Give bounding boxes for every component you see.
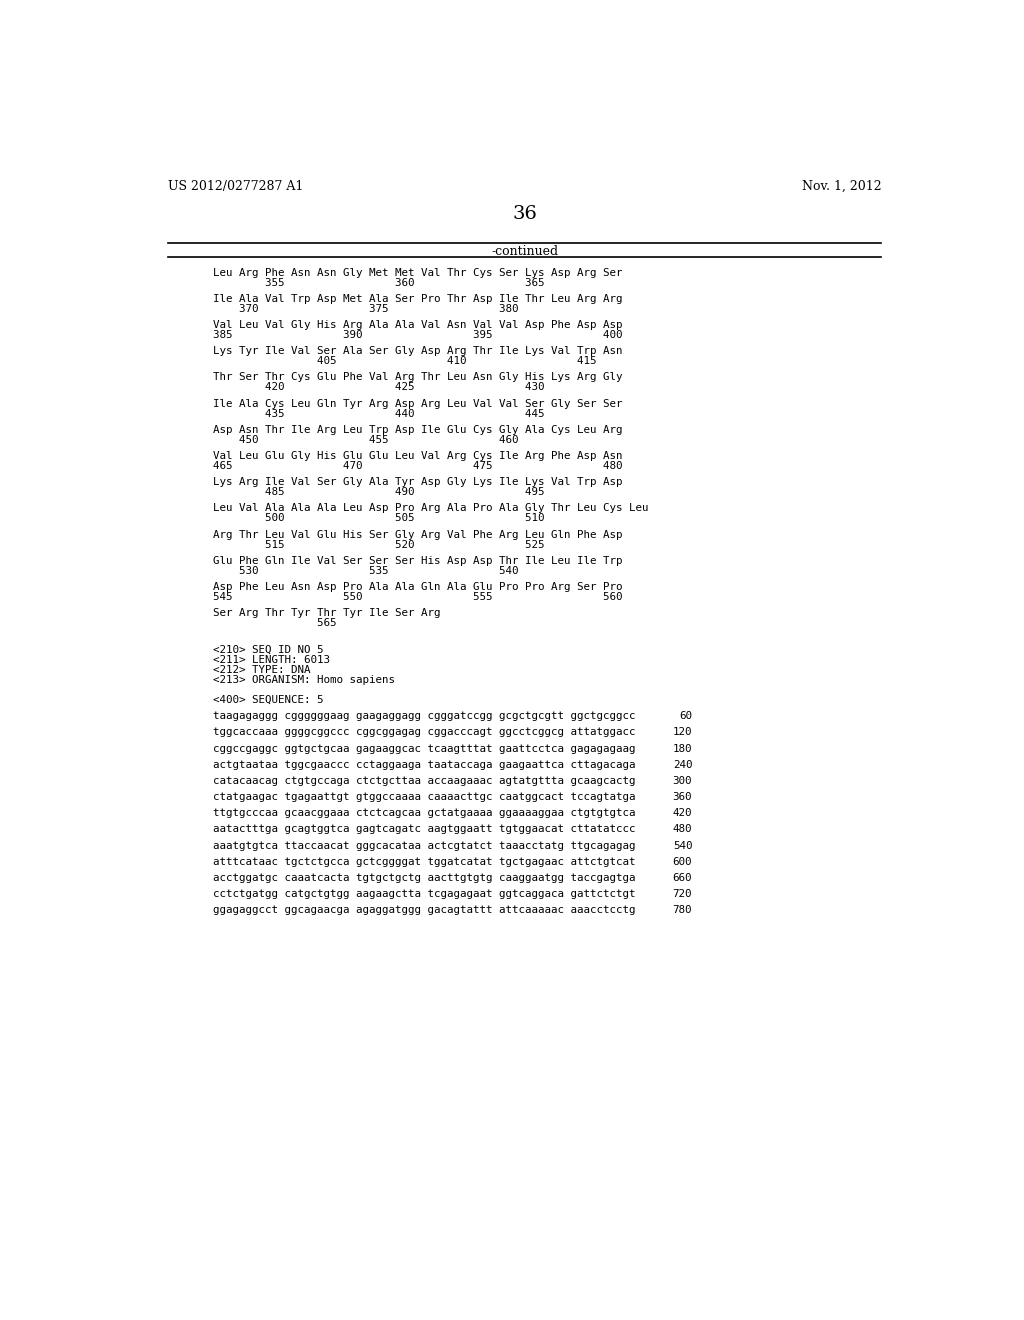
Text: 600: 600	[673, 857, 692, 867]
Text: 180: 180	[673, 743, 692, 754]
Text: Leu Val Ala Ala Ala Leu Asp Pro Arg Ala Pro Ala Gly Thr Leu Cys Leu: Leu Val Ala Ala Ala Leu Asp Pro Arg Ala …	[213, 503, 649, 513]
Text: taagagaggg cggggggaag gaagaggagg cgggatccgg gcgctgcgtt ggctgcggcc: taagagaggg cggggggaag gaagaggagg cgggatc…	[213, 711, 636, 721]
Text: Glu Phe Gln Ile Val Ser Ser Ser His Asp Asp Thr Ile Leu Ile Trp: Glu Phe Gln Ile Val Ser Ser Ser His Asp …	[213, 556, 623, 566]
Text: actgtaataa tggcgaaccc cctaggaaga taataccaga gaagaattca cttagacaga: actgtaataa tggcgaaccc cctaggaaga taatacc…	[213, 760, 636, 770]
Text: 515                 520                 525: 515 520 525	[213, 540, 545, 549]
Text: aatactttga gcagtggtca gagtcagatc aagtggaatt tgtggaacat cttatatccc: aatactttga gcagtggtca gagtcagatc aagtgga…	[213, 825, 636, 834]
Text: US 2012/0277287 A1: US 2012/0277287 A1	[168, 180, 304, 193]
Text: ctatgaagac tgagaattgt gtggccaaaa caaaacttgc caatggcact tccagtatga: ctatgaagac tgagaattgt gtggccaaaa caaaact…	[213, 792, 636, 803]
Text: 60: 60	[679, 711, 692, 721]
Text: <210> SEQ ID NO 5: <210> SEQ ID NO 5	[213, 645, 324, 655]
Text: <212> TYPE: DNA: <212> TYPE: DNA	[213, 665, 310, 675]
Text: ttgtgcccaa gcaacggaaa ctctcagcaa gctatgaaaa ggaaaaggaa ctgtgtgtca: ttgtgcccaa gcaacggaaa ctctcagcaa gctatga…	[213, 808, 636, 818]
Text: 360: 360	[673, 792, 692, 803]
Text: acctggatgc caaatcacta tgtgctgctg aacttgtgtg caaggaatgg taccgagtga: acctggatgc caaatcacta tgtgctgctg aacttgt…	[213, 873, 636, 883]
Text: 420: 420	[673, 808, 692, 818]
Text: Leu Arg Phe Asn Asn Gly Met Met Val Thr Cys Ser Lys Asp Arg Ser: Leu Arg Phe Asn Asn Gly Met Met Val Thr …	[213, 268, 623, 277]
Text: <211> LENGTH: 6013: <211> LENGTH: 6013	[213, 655, 331, 665]
Text: 545                 550                 555                 560: 545 550 555 560	[213, 591, 623, 602]
Text: 780: 780	[673, 906, 692, 915]
Text: Asp Asn Thr Ile Arg Leu Trp Asp Ile Glu Cys Gly Ala Cys Leu Arg: Asp Asn Thr Ile Arg Leu Trp Asp Ile Glu …	[213, 425, 623, 434]
Text: catacaacag ctgtgccaga ctctgcttaa accaagaaac agtatgttta gcaagcactg: catacaacag ctgtgccaga ctctgcttaa accaaga…	[213, 776, 636, 785]
Text: 240: 240	[673, 760, 692, 770]
Text: 405                 410                 415: 405 410 415	[213, 356, 597, 366]
Text: 385                 390                 395                 400: 385 390 395 400	[213, 330, 623, 341]
Text: 450                 455                 460: 450 455 460	[213, 434, 519, 445]
Text: atttcataac tgctctgcca gctcggggat tggatcatat tgctgagaac attctgtcat: atttcataac tgctctgcca gctcggggat tggatca…	[213, 857, 636, 867]
Text: ggagaggcct ggcagaacga agaggatggg gacagtattt attcaaaaac aaacctcctg: ggagaggcct ggcagaacga agaggatggg gacagta…	[213, 906, 636, 915]
Text: 500                 505                 510: 500 505 510	[213, 513, 545, 523]
Text: Val Leu Val Gly His Arg Ala Ala Val Asn Val Val Asp Phe Asp Asp: Val Leu Val Gly His Arg Ala Ala Val Asn …	[213, 321, 623, 330]
Text: aaatgtgtca ttaccaacat gggcacataa actcgtatct taaacctatg ttgcagagag: aaatgtgtca ttaccaacat gggcacataa actcgta…	[213, 841, 636, 850]
Text: 465                 470                 475                 480: 465 470 475 480	[213, 461, 623, 471]
Text: Ser Arg Thr Tyr Thr Tyr Ile Ser Arg: Ser Arg Thr Tyr Thr Tyr Ile Ser Arg	[213, 609, 440, 618]
Text: 120: 120	[673, 727, 692, 738]
Text: Lys Arg Ile Val Ser Gly Ala Tyr Asp Gly Lys Ile Lys Val Trp Asp: Lys Arg Ile Val Ser Gly Ala Tyr Asp Gly …	[213, 478, 623, 487]
Text: 300: 300	[673, 776, 692, 785]
Text: <213> ORGANISM: Homo sapiens: <213> ORGANISM: Homo sapiens	[213, 675, 395, 685]
Text: Ile Ala Cys Leu Gln Tyr Arg Asp Arg Leu Val Val Ser Gly Ser Ser: Ile Ala Cys Leu Gln Tyr Arg Asp Arg Leu …	[213, 399, 623, 409]
Text: 435                 440                 445: 435 440 445	[213, 409, 545, 418]
Text: cctctgatgg catgctgtgg aagaagctta tcgagagaat ggtcaggaca gattctctgt: cctctgatgg catgctgtgg aagaagctta tcgagag…	[213, 890, 636, 899]
Text: -continued: -continued	[492, 246, 558, 259]
Text: Ile Ala Val Trp Asp Met Ala Ser Pro Thr Asp Ile Thr Leu Arg Arg: Ile Ala Val Trp Asp Met Ala Ser Pro Thr …	[213, 294, 623, 304]
Text: tggcaccaaa ggggcggccc cggcggagag cggacccagt ggcctcggcg attatggacc: tggcaccaaa ggggcggccc cggcggagag cggaccc…	[213, 727, 636, 738]
Text: 36: 36	[512, 205, 538, 223]
Text: 485                 490                 495: 485 490 495	[213, 487, 545, 498]
Text: Lys Tyr Ile Val Ser Ala Ser Gly Asp Arg Thr Ile Lys Val Trp Asn: Lys Tyr Ile Val Ser Ala Ser Gly Asp Arg …	[213, 346, 623, 356]
Text: 420                 425                 430: 420 425 430	[213, 383, 545, 392]
Text: Thr Ser Thr Cys Glu Phe Val Arg Thr Leu Asn Gly His Lys Arg Gly: Thr Ser Thr Cys Glu Phe Val Arg Thr Leu …	[213, 372, 623, 383]
Text: Asp Phe Leu Asn Asp Pro Ala Ala Gln Ala Glu Pro Pro Arg Ser Pro: Asp Phe Leu Asn Asp Pro Ala Ala Gln Ala …	[213, 582, 623, 591]
Text: 530                 535                 540: 530 535 540	[213, 566, 519, 576]
Text: cggccgaggc ggtgctgcaa gagaaggcac tcaagtttat gaattcctca gagagagaag: cggccgaggc ggtgctgcaa gagaaggcac tcaagtt…	[213, 743, 636, 754]
Text: Val Leu Glu Gly His Glu Glu Leu Val Arg Cys Ile Arg Phe Asp Asn: Val Leu Glu Gly His Glu Glu Leu Val Arg …	[213, 451, 623, 461]
Text: 720: 720	[673, 890, 692, 899]
Text: 355                 360                 365: 355 360 365	[213, 277, 545, 288]
Text: 540: 540	[673, 841, 692, 850]
Text: 660: 660	[673, 873, 692, 883]
Text: 370                 375                 380: 370 375 380	[213, 304, 519, 314]
Text: 480: 480	[673, 825, 692, 834]
Text: Nov. 1, 2012: Nov. 1, 2012	[802, 180, 882, 193]
Text: <400> SEQUENCE: 5: <400> SEQUENCE: 5	[213, 696, 324, 705]
Text: Arg Thr Leu Val Glu His Ser Gly Arg Val Phe Arg Leu Gln Phe Asp: Arg Thr Leu Val Glu His Ser Gly Arg Val …	[213, 529, 623, 540]
Text: 565: 565	[213, 618, 337, 628]
